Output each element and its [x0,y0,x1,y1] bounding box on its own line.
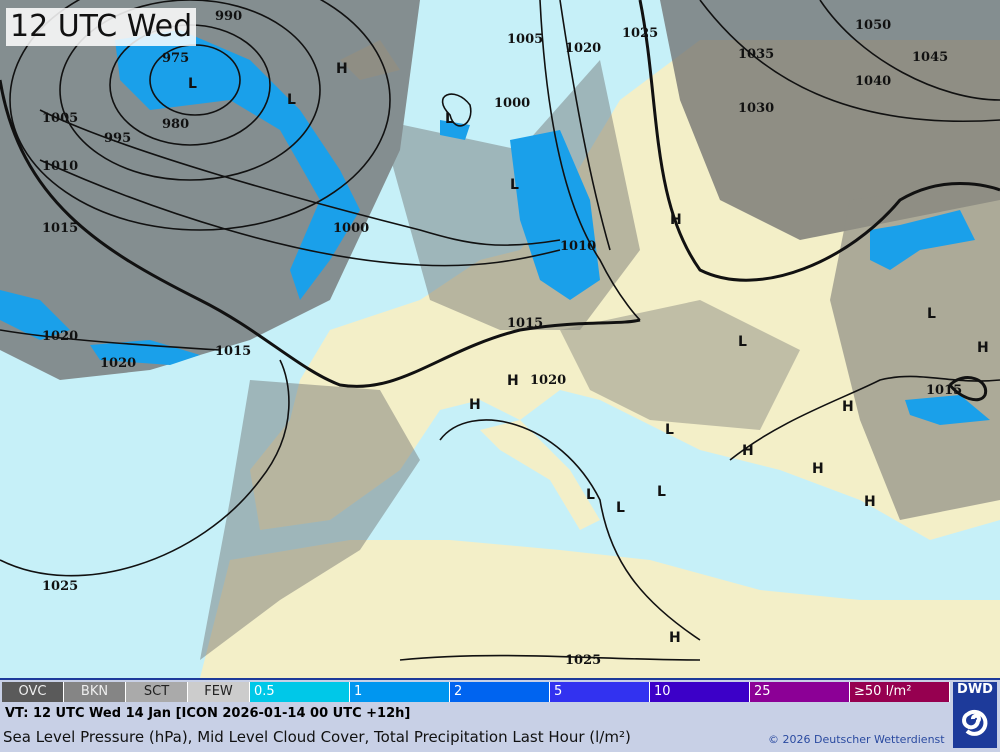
dwd-logo: DWD [953,682,997,748]
legend-precip-0.5: 0.5 [250,682,350,702]
isobar-label: 1000 [494,96,530,111]
isobar-label: 1030 [738,101,774,116]
cloud-cover [0,0,1000,660]
dwd-logo-text: DWD [957,682,993,697]
map-title: 12 UTC Wed [6,8,197,46]
isobar-label: 1015 [926,383,962,398]
high-marker: H [977,340,989,356]
high-marker: H [469,397,481,413]
isobar-label: 1005 [507,32,543,47]
legend-few: FEW [188,682,250,702]
isobar-label: 1020 [530,373,566,388]
low-marker: L [586,487,595,503]
legend-precip-2: 2 [450,682,550,702]
legend-precip-50: ≥50 l/m² [850,682,950,702]
isobar-label: 1010 [560,239,596,254]
legend-precip-1: 1 [350,682,450,702]
weather-map: 990 975 980 995 1005 1010 1015 1000 1020… [0,0,1000,678]
map-description: Sea Level Pressure (hPa), Mid Level Clou… [3,728,631,746]
legend-precip-10: 10 [650,682,750,702]
high-marker: H [507,373,519,389]
low-marker: L [616,500,625,516]
isobar-label: 980 [162,117,189,132]
valid-time: VT: 12 UTC Wed 14 Jan [ICON 2026-01-14 0… [5,706,411,721]
low-marker: L [188,76,197,92]
isobar-label: 1025 [42,579,78,594]
low-marker: L [665,422,674,438]
isobar-label: 1040 [855,74,891,89]
legend-precip-5: 5 [550,682,650,702]
high-marker: H [336,61,348,77]
low-marker: L [445,111,454,127]
isobar-label: 1025 [565,653,601,668]
precip-scale: 0.5 1 2 5 10 25 ≥50 l/m² [250,682,950,702]
high-marker: H [842,399,854,415]
low-marker: L [738,334,747,350]
legend-precip-25: 25 [750,682,850,702]
swirl-icon [962,709,988,736]
isobar-label: 1005 [42,111,78,126]
isobar-label: 1035 [738,47,774,62]
legend-panel: OVC BKN SCT FEW 0.5 1 2 5 10 25 ≥50 l/m²… [0,678,1000,752]
isobars [0,0,1000,661]
legend-sct: SCT [126,682,188,702]
pressure-labels: 990 975 980 995 1005 1010 1015 1000 1020… [42,9,962,668]
isobar-label: 1015 [42,221,78,236]
low-marker: L [287,92,296,108]
isobar-label: 1050 [855,18,891,33]
copyright: © 2026 Deutscher Wetterdienst [768,733,945,746]
high-marker: H [742,443,754,459]
isobar-label: 1010 [42,159,78,174]
isobar-label: 1000 [333,221,369,236]
high-marker: H [670,212,682,228]
isobar-label: 1020 [100,356,136,371]
isobar-label: 995 [104,131,131,146]
map-canvas: 990 975 980 995 1005 1010 1015 1000 1020… [0,0,1000,678]
isobar-label: 1015 [215,344,251,359]
high-marker: H [669,630,681,646]
low-marker: L [510,177,519,193]
pressure-centers: L L L H L H H H L L H L L H H H L H L H [188,61,989,646]
isobar-label: 1025 [622,26,658,41]
isobar-label: 1045 [912,50,948,65]
high-marker: H [864,494,876,510]
isobar-label: 990 [215,9,242,24]
isobar-label: 975 [162,51,189,66]
high-marker: H [812,461,824,477]
isobar-label: 1020 [42,329,78,344]
low-marker: L [657,484,666,500]
cloud-cover-scale: OVC BKN SCT FEW [2,682,250,702]
legend-bkn: BKN [64,682,126,702]
isobar-label: 1020 [565,41,601,56]
legend-ovc: OVC [2,682,64,702]
low-marker: L [927,306,936,322]
isobar-label: 1015 [507,316,543,331]
